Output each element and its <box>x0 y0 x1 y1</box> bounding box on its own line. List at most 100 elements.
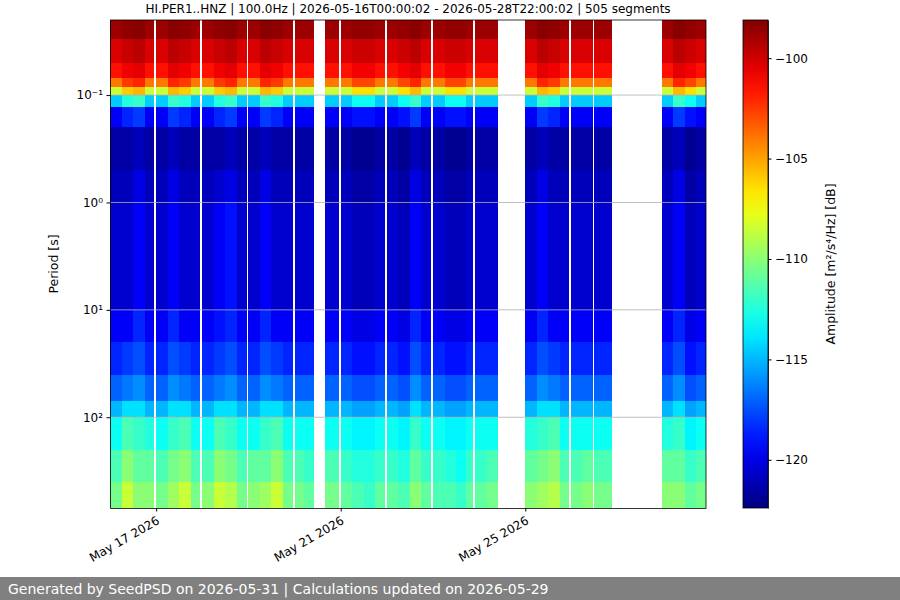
colorbar-tick-mark <box>768 460 772 461</box>
heatmap-cell <box>191 63 201 79</box>
heatmap-cell <box>685 401 697 418</box>
heatmap-cell <box>604 78 612 87</box>
heatmap-cell <box>110 107 122 127</box>
heatmap-cell <box>571 254 583 310</box>
heatmap-cell <box>594 450 604 482</box>
heatmap-cell <box>202 417 214 449</box>
heatmap-cell <box>110 87 122 95</box>
heatmap-cell <box>410 39 422 63</box>
heatmap-cell <box>202 202 214 253</box>
y-tick: 10⁰ <box>83 196 110 210</box>
heatmap-cell <box>364 20 376 39</box>
heatmap-cell <box>662 202 674 253</box>
heatmap-cell <box>387 482 399 508</box>
heatmap-cell <box>410 417 422 449</box>
heatmap-cell <box>387 95 399 107</box>
heatmap-cell <box>364 450 376 482</box>
heatmap-cell <box>537 482 549 508</box>
heatmap-cell <box>271 342 283 374</box>
heatmap-cell <box>387 87 399 95</box>
heatmap-cell <box>410 87 422 95</box>
heatmap-cell <box>604 127 612 170</box>
heatmap-cell <box>387 401 399 418</box>
heatmap-cell <box>110 63 122 79</box>
heatmap-cell <box>179 450 191 482</box>
heatmap-cell <box>487 310 499 342</box>
heatmap-cell <box>387 310 399 342</box>
heatmap-cell <box>214 482 226 508</box>
heatmap-cell <box>341 310 353 342</box>
heatmap-cell <box>433 310 445 342</box>
heatmap-cell <box>145 401 155 418</box>
heatmap-cell <box>487 170 499 202</box>
heatmap-cell <box>248 342 260 374</box>
heatmap-cell <box>225 95 237 107</box>
heatmap-cell <box>295 95 305 107</box>
heatmap-cell <box>604 202 612 253</box>
heatmap-cell <box>225 63 237 79</box>
heatmap-cell <box>594 417 604 449</box>
heatmap-cell <box>352 107 364 127</box>
heatmap-cell <box>604 63 612 79</box>
heatmap-cell <box>696 87 706 95</box>
heatmap-cell <box>341 170 353 202</box>
heatmap-cell <box>283 95 293 107</box>
heatmap-cell <box>387 450 399 482</box>
colorbar-title: Amplitude [m²/s⁴/Hz] [dB] <box>823 183 838 344</box>
heatmap-cell <box>548 39 560 63</box>
heatmap-cell <box>271 254 283 310</box>
heatmap-cell <box>487 39 499 63</box>
heatmap-cell <box>341 417 353 449</box>
heatmap-cell <box>325 170 338 202</box>
heatmap-cell <box>375 78 385 87</box>
heatmap-cell <box>341 202 353 253</box>
heatmap-cell <box>421 254 431 310</box>
heatmap-cell <box>214 78 226 87</box>
heatmap-cell <box>179 127 191 170</box>
heatmap-cell <box>248 20 260 39</box>
heatmap-cell <box>304 87 314 95</box>
heatmap-cell <box>466 95 474 107</box>
heatmap-cell <box>341 375 353 401</box>
heatmap-cell <box>110 254 122 310</box>
heatmap-cell <box>387 63 399 79</box>
heatmap-cell <box>325 401 338 418</box>
heatmap-cell <box>179 482 191 508</box>
heatmap-cell <box>525 375 537 401</box>
heatmap-cell <box>445 39 457 63</box>
heatmap-cell <box>375 202 385 253</box>
heatmap-cell <box>410 63 422 79</box>
heatmap-cell <box>571 375 583 401</box>
heatmap-cell <box>168 127 180 170</box>
heatmap-cell <box>466 482 474 508</box>
heatmap-cell <box>410 170 422 202</box>
heatmap-cell <box>191 450 201 482</box>
heatmap-cell <box>375 95 385 107</box>
heatmap-cell <box>225 202 237 253</box>
heatmap-cell <box>421 127 431 170</box>
heatmap-cell <box>685 450 697 482</box>
heatmap-cell <box>168 417 180 449</box>
colorbar-tick-label: −120 <box>775 453 808 467</box>
heatmap-cell <box>248 78 260 87</box>
heatmap-cell <box>445 107 457 127</box>
heatmap-cell <box>387 107 399 127</box>
heatmap-cell <box>487 254 499 310</box>
heatmap-cell <box>283 63 293 79</box>
heatmap-cell <box>433 375 445 401</box>
colorbar-tick-mark <box>768 58 772 59</box>
heatmap-cell <box>662 450 674 482</box>
heatmap-cell <box>325 375 338 401</box>
heatmap-cell <box>191 417 201 449</box>
heatmap-cell <box>352 87 364 95</box>
heatmap-cell <box>398 20 410 39</box>
heatmap-cell <box>525 417 537 449</box>
heatmap-cell <box>487 78 499 87</box>
heatmap-cell <box>341 78 353 87</box>
heatmap-cell <box>560 78 570 87</box>
heatmap-cell <box>145 107 155 127</box>
heatmap-cell <box>122 127 134 170</box>
heatmap-cell <box>604 450 612 482</box>
heatmap-cell <box>537 375 549 401</box>
heatmap-cell <box>202 127 214 170</box>
